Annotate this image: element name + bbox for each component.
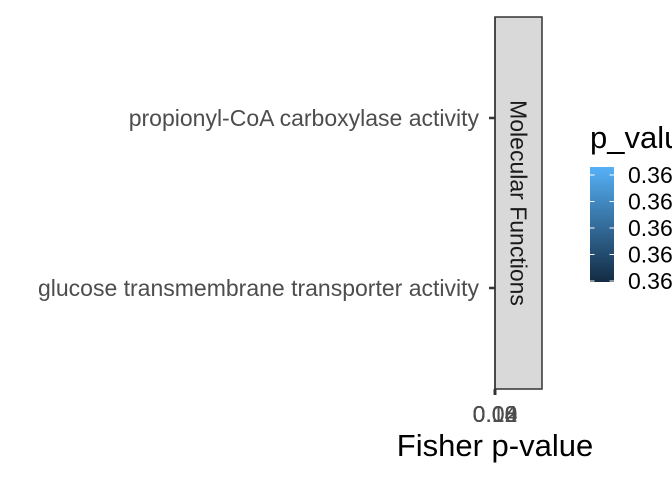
legend-label: 0.36 bbox=[628, 242, 672, 268]
facet-strip-label: Molecular Functions bbox=[506, 100, 532, 306]
x-tick-label: 0.08 bbox=[473, 401, 518, 427]
x-tick-label: 0.12 bbox=[473, 401, 518, 427]
x-axis-title: Fisher p-value bbox=[397, 428, 593, 463]
y-tick-label: glucose transmembrane transporter activi… bbox=[38, 275, 480, 301]
legend-label: 0.36 bbox=[628, 162, 672, 188]
x-tick-label: 0.00 bbox=[473, 401, 518, 427]
legend: p_value 0.360.360.360.360.36 bbox=[590, 120, 672, 294]
y-axis-ticks: propionyl-CoA carboxylase activity glucos… bbox=[38, 105, 495, 301]
x-axis-ticks: 0.000.040.080.12 bbox=[473, 389, 518, 427]
legend-title: p_value bbox=[590, 120, 672, 155]
legend-labels: 0.360.360.360.360.36 bbox=[590, 162, 672, 294]
y-tick-label: propionyl-CoA carboxylase activity bbox=[129, 105, 480, 131]
x-tick-label: 0.04 bbox=[473, 401, 518, 427]
legend-label: 0.36 bbox=[628, 215, 672, 241]
facet-strip: Molecular Functions bbox=[494, 16, 543, 390]
legend-colorbar bbox=[590, 167, 614, 282]
legend-label: 0.36 bbox=[628, 268, 672, 294]
legend-label: 0.36 bbox=[628, 189, 672, 215]
